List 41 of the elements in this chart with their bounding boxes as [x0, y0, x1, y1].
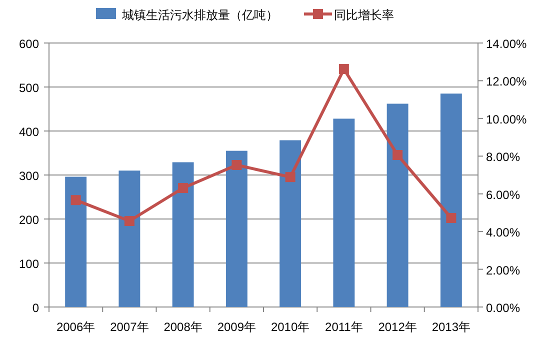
y-tick-label: 200: [18, 213, 40, 227]
bar: [333, 118, 355, 307]
legend-label: 同比增长率: [334, 8, 394, 22]
point: [392, 150, 403, 160]
bar: [386, 104, 408, 307]
x-tick-label: 2010年: [270, 320, 310, 334]
y2-tick-label: 2.00%: [486, 263, 520, 278]
y-tick-label: 0: [32, 301, 40, 315]
x-tick-label: 2008年: [164, 320, 202, 334]
y2-tick-label: 10.00%: [486, 112, 528, 126]
point: [232, 160, 242, 170]
y2-tick-label: 4.00%: [486, 226, 520, 240]
y2-tick-label: 14.00%: [486, 37, 528, 51]
y-tick-label: 600: [18, 37, 40, 51]
x-tick-label: 2012年: [378, 320, 417, 334]
bar: [226, 150, 248, 307]
y-tick-label: 400: [18, 125, 40, 139]
point: [338, 64, 349, 74]
bar: [280, 140, 302, 307]
y-tick-label: 300: [18, 169, 40, 183]
y2-tick-label: 12.00%: [486, 74, 528, 89]
x-tick-label: 2011年: [325, 320, 363, 334]
point: [70, 195, 81, 206]
y2-tick-label: 6.00%: [486, 188, 520, 202]
y2-tick-label: 0.00%: [486, 301, 520, 315]
y-tick-label: 500: [18, 81, 40, 95]
x-tick-label: 2007年: [110, 320, 149, 334]
bar: [65, 176, 87, 307]
bar: [172, 162, 194, 307]
x-tick-label: 2009年: [217, 320, 256, 334]
point: [124, 216, 134, 226]
legend-label: 城镇生活污水排放量（亿吨）: [121, 8, 278, 22]
point: [178, 183, 188, 194]
y-tick-label: 100: [18, 257, 40, 271]
bar: [440, 94, 462, 307]
bar: [118, 170, 140, 307]
x-tick-label: 2006年: [56, 320, 96, 334]
y2-tick-label: 8.00%: [486, 150, 520, 164]
point: [285, 172, 296, 182]
x-tick-label: 2013年: [432, 320, 471, 334]
point: [446, 212, 456, 223]
